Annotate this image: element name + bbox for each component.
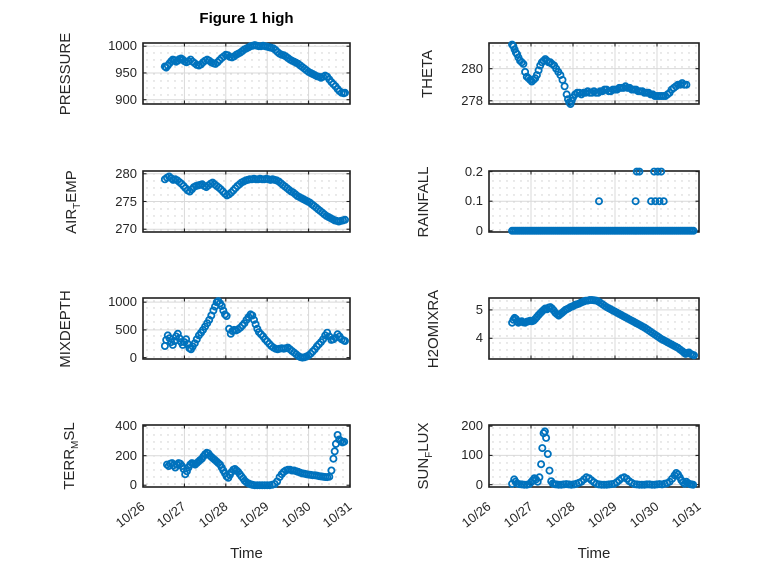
y-axis-label-part: RAINFALL xyxy=(415,166,432,237)
y-tick-label: 0 xyxy=(129,477,137,493)
plot-area-theta xyxy=(488,40,700,108)
x-tick-label: 10/30 xyxy=(278,498,314,531)
y-tick-label: 400 xyxy=(115,418,137,434)
x-tick-label: 10/30 xyxy=(626,498,662,531)
plot-area-mixdepth xyxy=(142,297,351,362)
y-axis-label-part: SL xyxy=(61,422,78,441)
scatter-series xyxy=(160,297,349,362)
scatter-series xyxy=(508,296,698,360)
y-axis-label-part: SUN xyxy=(415,457,432,490)
y-axis-label-part: AIR xyxy=(63,208,80,234)
y-axis-label: SUNFLUX xyxy=(414,371,435,541)
plot-area-terr-msl xyxy=(142,424,351,490)
y-axis-label-part: M xyxy=(70,440,81,449)
x-tick-label: 10/27 xyxy=(154,498,190,531)
plot-area-h2omixra xyxy=(488,296,700,360)
y-tick-label: 100 xyxy=(461,447,483,463)
y-tick-label: 0 xyxy=(475,222,483,238)
y-axis-label: TERRMSL xyxy=(60,371,81,541)
x-tick-label: 10/28 xyxy=(542,498,578,531)
figure-title: Figure 1 high xyxy=(199,10,294,27)
x-tick-label: 10/29 xyxy=(584,498,620,531)
y-tick-label: 950 xyxy=(115,64,137,80)
y-tick-label: 1000 xyxy=(108,294,137,310)
y-tick-label: 5 xyxy=(475,301,483,317)
x-tick-label: 10/27 xyxy=(500,498,536,531)
y-tick-label: 0 xyxy=(129,349,137,365)
plot-area-air-temp xyxy=(142,170,351,233)
x-tick-label: 10/26 xyxy=(458,498,494,531)
y-tick-label: 200 xyxy=(461,418,483,434)
y-tick-label: 900 xyxy=(115,91,137,107)
y-tick-label: 280 xyxy=(461,60,483,76)
y-tick-label: 1000 xyxy=(108,38,137,54)
y-tick-label: 4 xyxy=(475,330,483,346)
y-tick-label: 0 xyxy=(475,476,483,492)
y-axis-label-part: EMP xyxy=(63,169,80,203)
scatter-series xyxy=(508,167,698,235)
y-axis-label-part: PRESSURE xyxy=(57,32,74,115)
y-axis-label-part: MIXDEPTH xyxy=(57,289,74,368)
y-axis-label-part: TERR xyxy=(61,448,78,490)
scatter-series xyxy=(162,431,349,490)
y-tick-label: 200 xyxy=(115,447,137,463)
y-tick-label: 270 xyxy=(115,221,137,237)
plot-area-rainfall xyxy=(488,167,700,235)
x-tick-label: 10/29 xyxy=(236,498,272,531)
plot-area-pressure xyxy=(142,41,351,105)
scatter-series xyxy=(160,172,349,226)
y-tick-label: 0.1 xyxy=(464,193,483,209)
x-tick-label: 10/31 xyxy=(668,498,704,531)
y-axis-label-part: T xyxy=(72,202,83,209)
x-tick-label: 10/28 xyxy=(195,498,231,531)
scatter-series xyxy=(508,40,691,108)
x-axis-label: Time xyxy=(577,545,611,562)
y-tick-label: 0.2 xyxy=(464,163,483,179)
x-tick-label: 10/26 xyxy=(112,498,148,531)
x-tick-label: 10/31 xyxy=(319,498,355,531)
y-tick-label: 278 xyxy=(461,92,483,108)
x-axis-label: Time xyxy=(230,545,263,562)
y-axis-label-part: LUX xyxy=(415,422,432,452)
plot-area-sun-flux xyxy=(488,424,700,489)
y-tick-label: 500 xyxy=(115,321,137,337)
y-tick-label: 275 xyxy=(115,193,137,209)
scatter-series xyxy=(160,41,349,98)
scatter-series xyxy=(508,427,698,489)
y-tick-label: 280 xyxy=(115,165,137,181)
